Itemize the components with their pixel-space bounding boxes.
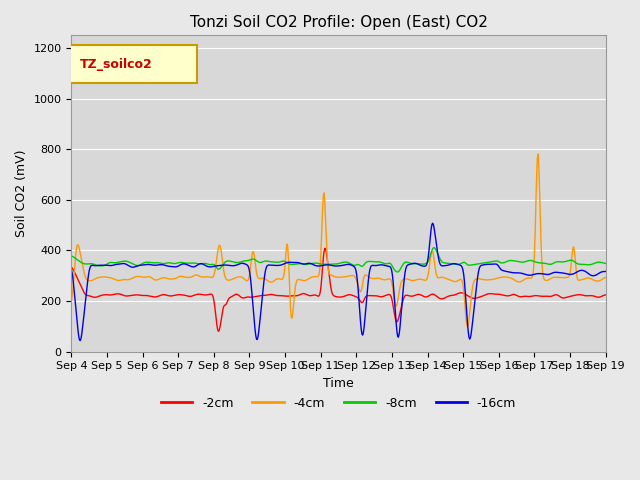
-8cm — [394, 269, 401, 275]
Line: -2cm: -2cm — [72, 248, 605, 331]
-4cm — [68, 298, 76, 304]
-16cm — [133, 263, 141, 269]
Title: Tonzi Soil CO2 Profile: Open (East) CO2: Tonzi Soil CO2 Profile: Open (East) CO2 — [189, 15, 488, 30]
FancyBboxPatch shape — [68, 45, 197, 83]
-2cm — [77, 283, 85, 289]
-2cm — [602, 292, 609, 298]
-16cm — [76, 337, 84, 343]
X-axis label: Time: Time — [323, 377, 354, 390]
-4cm — [463, 324, 471, 330]
-8cm — [420, 261, 428, 267]
Line: -8cm: -8cm — [72, 248, 605, 272]
Legend: -2cm, -4cm, -8cm, -16cm: -2cm, -4cm, -8cm, -16cm — [156, 392, 521, 415]
Line: -16cm: -16cm — [72, 223, 605, 340]
-16cm — [68, 267, 76, 273]
-16cm — [216, 263, 223, 268]
Text: TZ_soilco2: TZ_soilco2 — [79, 58, 152, 71]
-4cm — [77, 254, 85, 260]
-16cm — [188, 264, 195, 269]
-4cm — [186, 275, 194, 280]
-16cm — [404, 262, 412, 268]
-8cm — [132, 263, 140, 268]
-4cm — [534, 151, 542, 157]
-4cm — [132, 274, 140, 279]
-2cm — [321, 245, 328, 251]
-2cm — [214, 328, 222, 334]
-2cm — [420, 294, 428, 300]
-16cm — [78, 331, 86, 336]
Line: -4cm: -4cm — [72, 154, 605, 327]
-16cm — [429, 220, 436, 226]
-8cm — [68, 253, 76, 259]
-8cm — [186, 260, 194, 266]
-2cm — [405, 293, 413, 299]
-2cm — [68, 264, 76, 270]
-4cm — [214, 244, 222, 250]
-2cm — [132, 292, 140, 298]
-4cm — [419, 277, 427, 283]
-4cm — [403, 276, 411, 282]
-8cm — [430, 245, 438, 251]
-2cm — [216, 327, 223, 333]
-16cm — [420, 264, 428, 269]
-8cm — [602, 261, 609, 266]
Y-axis label: Soil CO2 (mV): Soil CO2 (mV) — [15, 150, 28, 237]
-8cm — [214, 266, 222, 272]
-16cm — [602, 269, 609, 275]
-8cm — [404, 260, 412, 265]
-8cm — [77, 260, 85, 265]
-4cm — [602, 275, 609, 280]
-2cm — [186, 293, 194, 299]
